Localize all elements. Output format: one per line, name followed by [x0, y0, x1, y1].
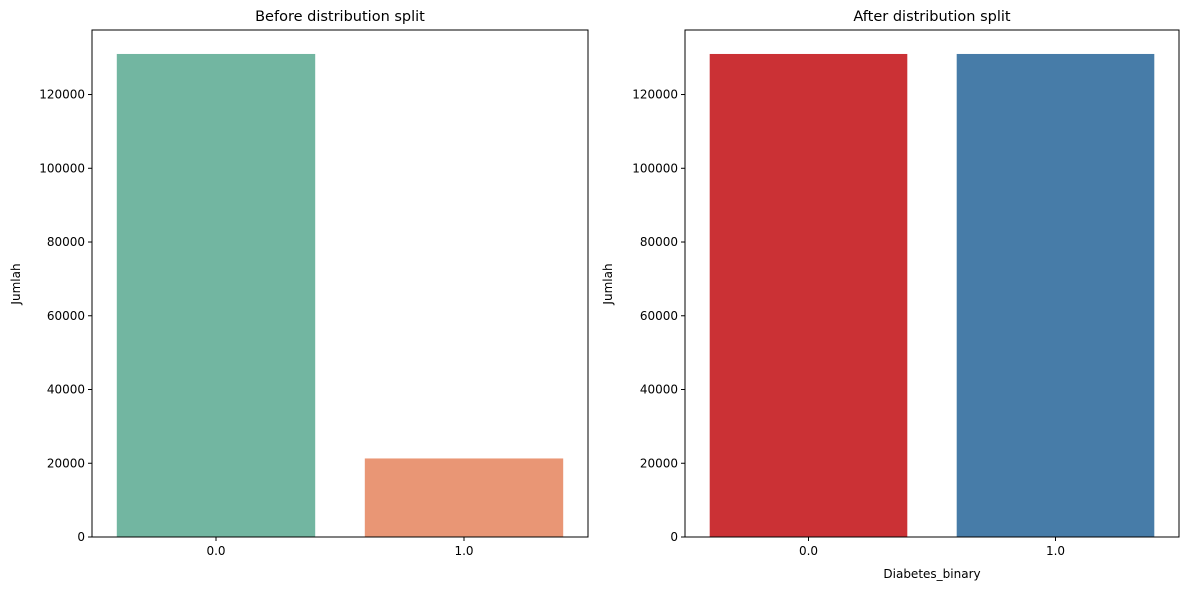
y-tick-label: 120000: [632, 88, 678, 102]
y-tick-label: 40000: [47, 383, 85, 397]
y-tick-label: 100000: [39, 161, 85, 175]
y-tick-label: 120000: [39, 88, 85, 102]
plot-frame: [91, 29, 589, 538]
y-tick-label: 0: [77, 530, 85, 544]
x-axis-label: Diabetes_binary: [883, 567, 980, 581]
x-tick-label: 1.0: [454, 544, 473, 558]
chart-before: Before distribution split Jumlah 0.0 1.0 0…: [9, 9, 589, 558]
plot-frame: [684, 29, 1180, 538]
y-tick-label: 0: [670, 530, 678, 544]
y-tick-label: 60000: [640, 309, 678, 323]
x-tick-label: 0.0: [799, 544, 818, 558]
y-axis-label: Jumlah: [9, 263, 23, 305]
x-tick-label: 0.0: [206, 544, 225, 558]
bar-0.0: [709, 53, 908, 537]
y-tick-label: 100000: [632, 161, 678, 175]
y-tick-label: 60000: [47, 309, 85, 323]
bar-1.0: [956, 53, 1155, 537]
bar-1.0: [364, 458, 564, 537]
y-tick-label: 20000: [640, 456, 678, 470]
x-tick-label: 1.0: [1046, 544, 1065, 558]
y-tick-label: 20000: [47, 456, 85, 470]
bar-0.0: [116, 53, 316, 537]
chart-title: Before distribution split: [255, 9, 425, 25]
chart-title: After distribution split: [853, 9, 1010, 25]
y-tick-label: 80000: [640, 235, 678, 249]
y-tick-label: 40000: [640, 383, 678, 397]
y-tick-label: 80000: [47, 235, 85, 249]
y-axis-label: Jumlah: [601, 263, 615, 305]
chart-after: After distribution split Jumlah Diabetes…: [601, 9, 1180, 581]
